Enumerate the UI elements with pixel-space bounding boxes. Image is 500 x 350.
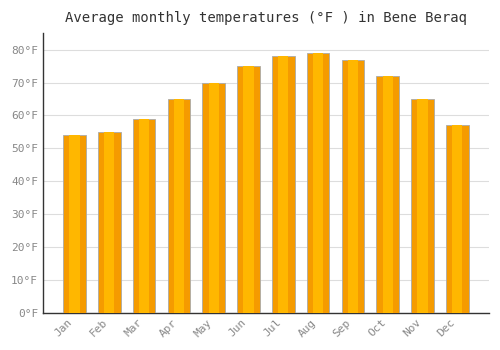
Bar: [174, 99, 184, 313]
Bar: [202, 83, 225, 313]
Bar: [348, 60, 358, 313]
Bar: [244, 66, 254, 313]
Bar: [104, 132, 115, 313]
Bar: [376, 76, 399, 313]
Bar: [313, 53, 323, 313]
Bar: [446, 125, 468, 313]
Bar: [452, 125, 462, 313]
Bar: [139, 119, 149, 313]
Bar: [168, 99, 190, 313]
Bar: [237, 66, 260, 313]
Bar: [98, 132, 120, 313]
Bar: [411, 99, 434, 313]
Title: Average monthly temperatures (°F ) in Bene Beraq: Average monthly temperatures (°F ) in Be…: [65, 11, 467, 25]
Bar: [307, 53, 330, 313]
Bar: [272, 56, 294, 313]
Bar: [382, 76, 393, 313]
Bar: [278, 56, 288, 313]
Bar: [63, 135, 86, 313]
Bar: [70, 135, 80, 313]
Bar: [133, 119, 156, 313]
Bar: [342, 60, 364, 313]
Bar: [418, 99, 428, 313]
Bar: [208, 83, 219, 313]
